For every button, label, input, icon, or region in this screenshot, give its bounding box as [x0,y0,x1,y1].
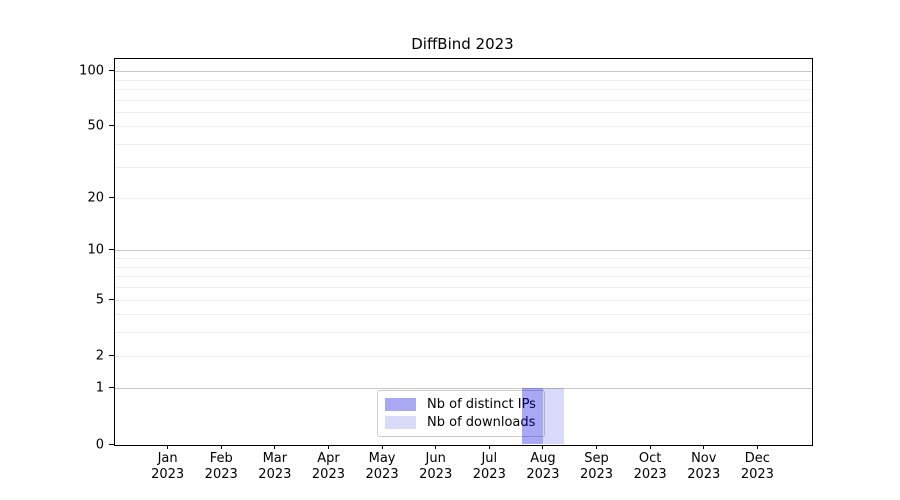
legend-label-downloads: Nb of downloads [427,415,536,431]
y-axis-tick-label: 2 [95,348,104,364]
gridline-minor [115,111,812,113]
gridline-minor [115,276,812,278]
legend-item-distinct-ips: Nb of distinct IPs [385,397,537,412]
legend-swatch-distinct-ips-icon [385,397,416,411]
y-axis-tick-label: 5 [95,292,104,308]
gridline-minor [115,126,812,128]
gridline-major [115,388,812,390]
x-axis-tick [327,445,329,449]
plot-area [114,58,813,446]
gridline-major [115,250,812,252]
y-axis-tick-label: 50 [87,118,104,134]
x-axis-tick-label: Sep 2023 [579,451,614,482]
gridline-minor [115,314,812,316]
x-axis-tick-label: Jan 2023 [151,451,185,482]
gridline-minor [115,198,812,200]
x-axis-tick [274,445,276,449]
gridline-minor [115,287,812,289]
x-axis-tick-label: Mar 2023 [258,451,292,482]
gridline-minor [115,299,812,301]
y-axis-tick [109,125,114,127]
y-axis-tick [109,354,114,356]
x-axis-tick-label: Apr 2023 [311,451,345,482]
y-axis-tick-label: 1 [95,380,104,396]
x-axis-tick [488,445,490,449]
x-axis-tick-label: Nov 2023 [687,451,721,482]
x-axis-tick [435,445,437,449]
y-axis-tick [109,298,114,300]
y-axis-tick [109,387,114,389]
x-axis-tick [381,445,383,449]
x-axis-tick-label: May 2023 [365,451,399,482]
y-axis-tick [109,249,114,251]
gridline-major [115,71,812,73]
gridline-minor [115,88,812,90]
x-axis-tick [756,445,758,449]
x-axis-tick [167,445,169,449]
y-axis-tick-label: 100 [79,63,104,79]
chart-title: DiffBind 2023 [411,35,514,53]
x-axis-tick-label: Feb 2023 [204,451,238,482]
legend-item-downloads: Nb of downloads [385,415,537,430]
legend: Nb of distinct IPs Nb of downloads [377,390,545,437]
gridline-minor [115,332,812,334]
x-axis-tick [542,445,544,449]
x-axis-tick-label: Jul 2023 [472,451,506,482]
x-axis-tick-label: Oct 2023 [633,451,667,482]
y-axis-tick [109,443,114,445]
legend-label-distinct-ips: Nb of distinct IPs [427,396,536,412]
legend-swatch-downloads-icon [385,416,416,430]
gridline-minor [115,144,812,146]
x-axis-tick [596,445,598,449]
gridline-minor [115,266,812,268]
y-axis-tick [109,70,114,72]
x-axis-tick [703,445,705,449]
x-axis-tick-label: Dec 2023 [740,451,774,482]
x-axis-tick [649,445,651,449]
gridline-minor [115,166,812,168]
y-axis-tick-label: 10 [87,242,104,258]
y-axis-tick-label: 0 [95,437,104,452]
gridline-minor [115,79,812,81]
y-axis-tick-label: 20 [87,190,104,206]
gridline-minor [115,258,812,260]
x-axis-tick-label: Jun 2023 [419,451,453,482]
y-axis-tick [109,197,114,199]
x-axis-tick-label: Aug 2023 [526,451,560,482]
x-axis-tick [220,445,222,449]
gridline-minor [115,99,812,101]
gridline-minor [115,355,812,357]
